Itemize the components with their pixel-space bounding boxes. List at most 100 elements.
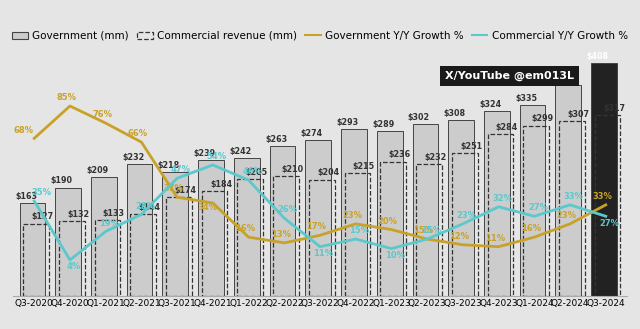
Text: $215: $215 (353, 162, 375, 171)
Text: $133: $133 (103, 209, 125, 218)
Text: $371: $371 (551, 73, 573, 82)
Text: $307: $307 (567, 110, 589, 119)
Bar (55, 188, 81, 296)
Text: $209: $209 (86, 165, 109, 175)
Text: $263: $263 (265, 135, 287, 144)
Text: 15%: 15% (349, 226, 369, 235)
Text: 27%: 27% (528, 203, 548, 213)
Bar (237, 179, 263, 296)
Bar (341, 129, 367, 296)
Text: $163: $163 (15, 192, 37, 201)
Text: 11%: 11% (314, 249, 333, 258)
Bar (484, 111, 509, 296)
Bar (452, 153, 477, 296)
Text: $308: $308 (444, 109, 466, 118)
Text: 16%: 16% (235, 224, 255, 233)
Text: 10%: 10% (385, 251, 405, 260)
Text: $251: $251 (460, 142, 482, 151)
Text: 54%: 54% (206, 152, 227, 161)
Text: 12%: 12% (449, 232, 469, 241)
Bar (59, 221, 84, 296)
Bar (166, 197, 192, 296)
Bar (234, 158, 260, 296)
Bar (448, 120, 474, 296)
Bar (95, 220, 120, 296)
Text: 28%: 28% (135, 202, 155, 211)
Text: $127: $127 (31, 213, 54, 221)
Text: $284: $284 (496, 123, 518, 132)
Text: 4%: 4% (67, 263, 81, 271)
Text: 32%: 32% (492, 194, 512, 203)
Text: 13%: 13% (271, 230, 291, 239)
Bar (305, 140, 331, 296)
Text: 85%: 85% (56, 93, 76, 102)
Text: 33%: 33% (592, 192, 612, 201)
Text: 26%: 26% (278, 205, 298, 215)
Bar (380, 162, 406, 296)
Text: $218: $218 (158, 161, 180, 169)
Text: 15%: 15% (420, 226, 441, 235)
Text: $324: $324 (479, 100, 502, 109)
Bar (416, 164, 442, 296)
Text: 23%: 23% (556, 211, 577, 220)
Text: $335: $335 (515, 94, 537, 103)
Text: 66%: 66% (128, 129, 148, 138)
Text: 11%: 11% (485, 234, 505, 243)
Text: $132: $132 (67, 210, 89, 218)
Text: $204: $204 (317, 168, 339, 177)
Text: $205: $205 (246, 168, 268, 177)
Text: $408: $408 (586, 52, 609, 61)
Text: $242: $242 (229, 147, 252, 156)
Text: $184: $184 (210, 180, 232, 189)
Text: 19%: 19% (99, 219, 119, 228)
Bar (595, 115, 620, 296)
Text: $239: $239 (193, 148, 216, 158)
Text: 37%: 37% (164, 185, 184, 193)
Bar (377, 131, 403, 296)
Bar (198, 160, 224, 296)
Text: X/YouTube @em013L: X/YouTube @em013L (445, 71, 574, 81)
Text: 27%: 27% (599, 219, 620, 228)
Bar (488, 134, 513, 296)
Text: $299: $299 (531, 114, 554, 123)
Text: $144: $144 (139, 203, 161, 212)
Bar (413, 124, 438, 296)
Bar (127, 164, 152, 296)
Text: 15%: 15% (413, 226, 434, 235)
Bar (269, 146, 295, 296)
Bar (591, 63, 617, 296)
Bar (163, 172, 188, 296)
Text: 17%: 17% (307, 222, 326, 232)
Text: $210: $210 (282, 165, 303, 174)
Text: 23%: 23% (342, 211, 362, 220)
Bar (131, 214, 156, 296)
Bar (524, 126, 549, 296)
Text: $174: $174 (174, 186, 196, 194)
Bar (202, 191, 227, 296)
Legend: Government (mm), Commercial revenue (mm), Government Y/Y Growth %, Commercial Y/: Government (mm), Commercial revenue (mm)… (8, 27, 632, 45)
Bar (273, 176, 299, 296)
Text: $289: $289 (372, 120, 394, 129)
Text: 20%: 20% (378, 217, 398, 226)
Bar (520, 105, 545, 296)
Text: 34%: 34% (198, 203, 218, 213)
Text: 68%: 68% (13, 126, 33, 135)
Bar (23, 224, 49, 296)
Text: $236: $236 (388, 150, 411, 159)
Text: $293: $293 (337, 118, 358, 127)
Text: 76%: 76% (92, 110, 112, 119)
Text: 33%: 33% (564, 192, 584, 201)
Text: 16%: 16% (521, 224, 541, 233)
Text: 47%: 47% (171, 165, 191, 174)
Text: 46%: 46% (242, 167, 262, 176)
Text: $190: $190 (51, 176, 73, 186)
Text: $317: $317 (603, 104, 625, 113)
Bar (20, 203, 45, 296)
Bar (309, 180, 335, 296)
Text: 23%: 23% (456, 211, 476, 220)
Text: $274: $274 (301, 129, 323, 138)
Bar (91, 177, 116, 296)
Text: $302: $302 (408, 113, 430, 122)
Bar (345, 173, 371, 296)
Bar (556, 85, 581, 296)
